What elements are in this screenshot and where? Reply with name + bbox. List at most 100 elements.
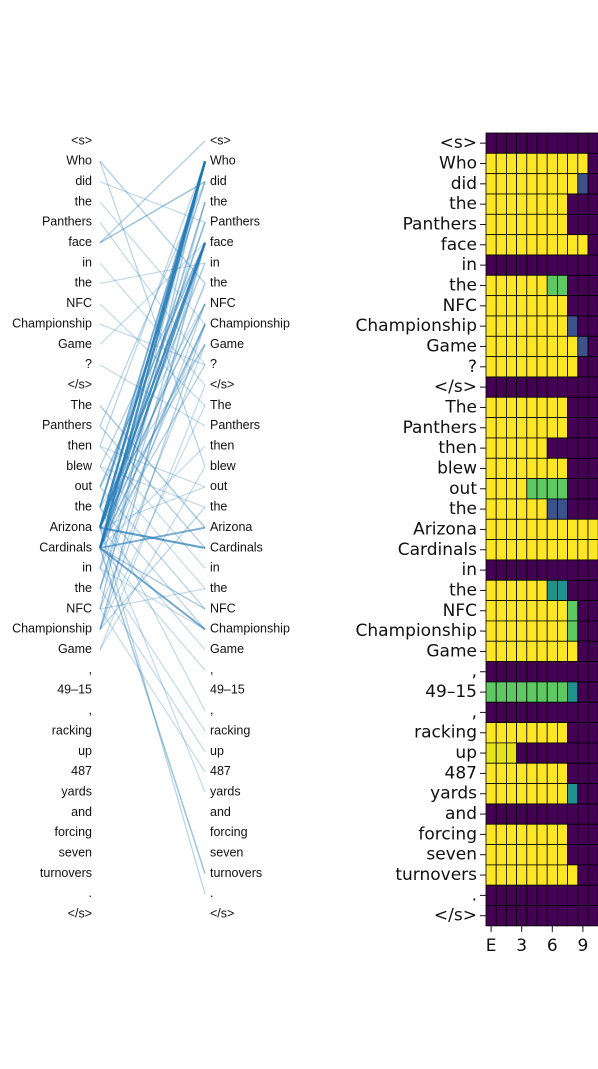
heatmap-row-label: , — [472, 702, 477, 722]
source-token: the — [75, 194, 92, 208]
target-token: Championship — [210, 316, 290, 330]
heatmap-cell — [536, 823, 548, 845]
heatmap-cell — [485, 742, 497, 764]
heatmap-cell — [567, 234, 579, 256]
heatmap-cell — [557, 417, 569, 439]
target-token: did — [210, 174, 227, 188]
heatmap-row-label: , — [472, 662, 477, 682]
heatmap-cell — [526, 335, 538, 358]
source-token: and — [71, 805, 92, 819]
heatmap-cell — [536, 152, 548, 175]
heatmap-cell — [505, 437, 517, 459]
heatmap-cell — [567, 213, 579, 236]
heatmap-cell — [567, 864, 579, 886]
attention-link — [99, 588, 206, 752]
heatmap-cell — [546, 315, 558, 337]
source-token: Game — [58, 642, 92, 656]
heatmap-cell — [567, 661, 579, 683]
attention-link — [99, 242, 206, 345]
heatmap-cell — [485, 274, 497, 297]
heatmap-cell — [485, 681, 497, 703]
attention-link — [99, 242, 206, 467]
heatmap-cell — [546, 376, 558, 398]
heatmap-cell — [526, 539, 538, 561]
heatmap-row-label: . — [472, 885, 477, 905]
attention-link — [99, 181, 206, 427]
heatmap-row-label: turnovers — [395, 865, 477, 885]
source-token: Championship — [12, 316, 92, 330]
heatmap-cell — [546, 742, 558, 764]
heatmap-cell — [546, 152, 558, 175]
heatmap-cell — [587, 478, 598, 500]
heatmap-cell — [485, 335, 497, 358]
heatmap-cell — [567, 274, 579, 297]
source-token: The — [70, 398, 92, 412]
heatmap-cell — [526, 254, 538, 276]
heatmap-cell — [536, 396, 548, 419]
heatmap-cell — [567, 315, 579, 337]
attention-link — [99, 140, 206, 244]
target-token: Cardinals — [210, 540, 263, 554]
heatmap-cell — [536, 335, 548, 358]
target-token: The — [210, 398, 232, 412]
heatmap-cell — [567, 742, 579, 764]
heatmap-cell — [536, 620, 548, 642]
heatmap-cell — [536, 742, 548, 764]
heatmap-cell — [495, 559, 507, 581]
heatmap-cell — [516, 783, 528, 805]
heatmap-cell — [505, 803, 517, 825]
heatmap-cell — [546, 905, 558, 927]
heatmap-row-label: seven — [426, 845, 477, 865]
source-token: turnovers — [40, 866, 92, 880]
heatmap-cell — [557, 559, 569, 581]
heatmap-cell — [495, 478, 507, 500]
target-token: seven — [210, 846, 243, 860]
source-token: , — [89, 662, 92, 676]
heatmap-row-label: the — [449, 275, 477, 295]
heatmap-cell — [526, 356, 538, 378]
heatmap-cell — [546, 213, 558, 236]
heatmap-cell — [557, 722, 569, 744]
heatmap-cell — [536, 173, 548, 195]
source-token: </s> — [68, 377, 92, 391]
heatmap-cell — [485, 600, 497, 622]
heatmap-cell — [505, 478, 517, 500]
heatmap-cell — [577, 274, 589, 297]
heatmap-row-label: in — [462, 560, 478, 580]
heatmap-cell — [557, 600, 569, 622]
heatmap-row-label: </s> — [434, 906, 477, 926]
heatmap-cell — [495, 315, 507, 337]
heatmap-row-label: </s> — [434, 377, 477, 397]
heatmap-cell — [577, 681, 589, 703]
heatmap-row-label: ? — [468, 357, 477, 377]
attention-link — [99, 303, 206, 528]
heatmap-cell — [516, 376, 528, 398]
heatmap-cell — [495, 884, 507, 906]
heatmap-cell — [505, 579, 517, 601]
heatmap-cell — [516, 844, 528, 866]
attention-link — [99, 608, 206, 773]
heatmap-cell — [567, 701, 579, 723]
heatmap-cell — [557, 254, 569, 276]
source-token: <s> — [71, 133, 92, 147]
target-token: turnovers — [210, 866, 262, 880]
heatmap-cell — [587, 335, 598, 358]
heatmap-row-labels: <s>WhodidthePanthersfaceintheNFCChampion… — [356, 133, 486, 926]
heatmap-cell — [536, 193, 548, 215]
heatmap-cell — [587, 132, 598, 154]
source-token: . — [89, 886, 92, 900]
target-token: the — [210, 194, 227, 208]
heatmap-cell — [526, 884, 538, 906]
heatmap-cell — [557, 844, 569, 866]
heatmap-cell — [485, 884, 497, 906]
heatmap-cell — [495, 193, 507, 215]
target-token: Panthers — [210, 215, 260, 229]
heatmap-cell — [516, 457, 528, 480]
heatmap-row-label: in — [462, 255, 478, 275]
attention-link — [99, 405, 206, 529]
attention-link — [99, 405, 206, 630]
heatmap-cell — [526, 559, 538, 581]
heatmap-cell — [495, 295, 507, 317]
heatmap-cell — [557, 396, 569, 419]
